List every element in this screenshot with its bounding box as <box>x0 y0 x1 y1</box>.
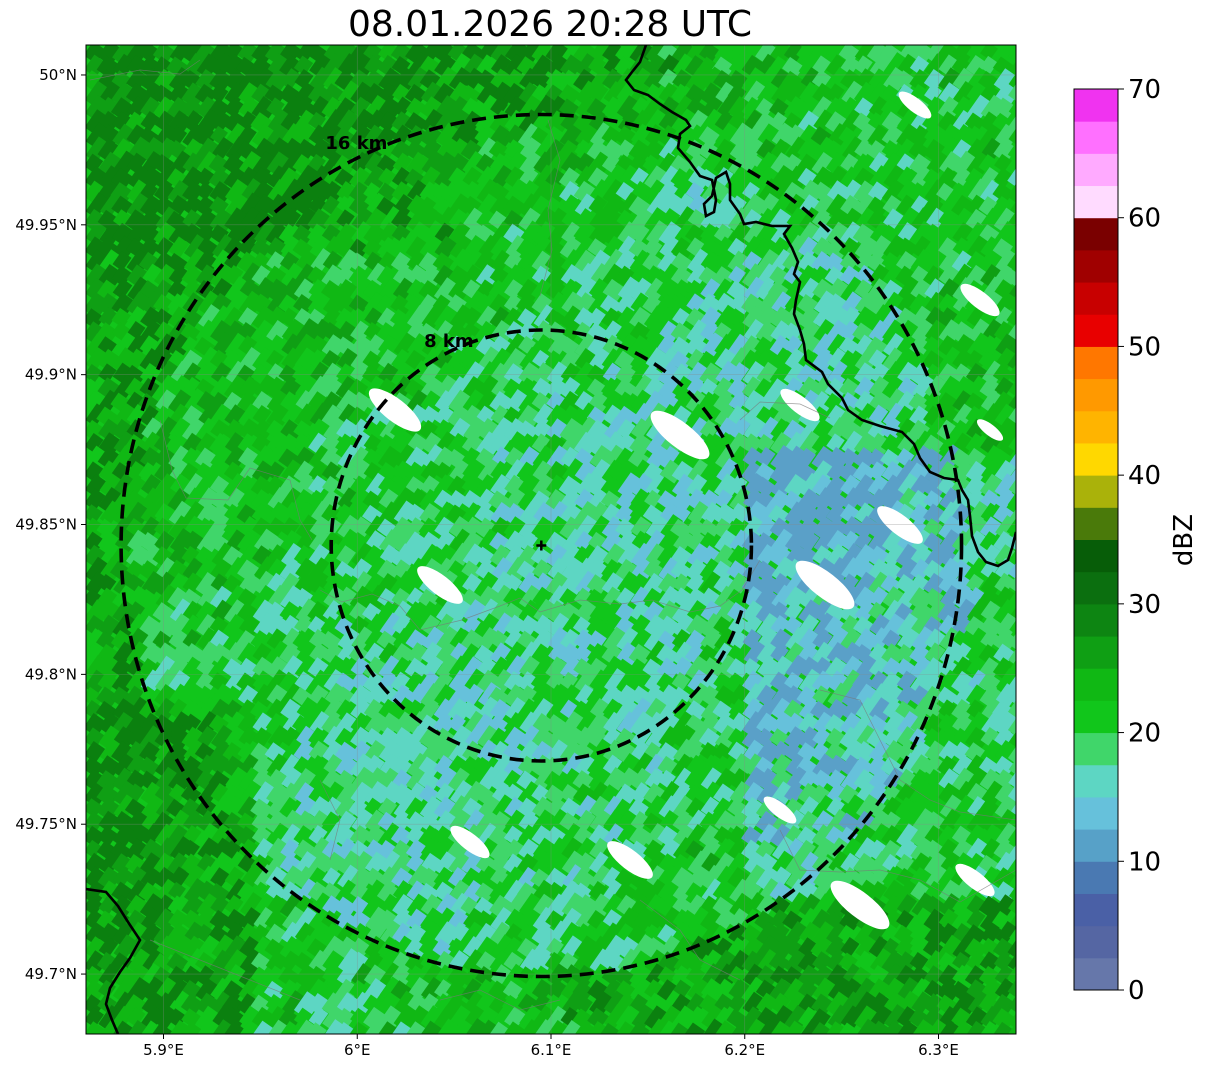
y-tick-label: 49.95°N <box>15 216 77 234</box>
y-tick-label: 49.9°N <box>25 366 77 384</box>
range-ring-label: 16 km <box>325 133 387 154</box>
x-tick-label: 6.3°E <box>918 1041 959 1059</box>
range-ring-label: 8 km <box>424 331 474 352</box>
x-tick-label: 6.2°E <box>724 1041 765 1059</box>
y-tick-label: 49.85°N <box>15 516 77 534</box>
country-border-southwest <box>86 887 142 1034</box>
x-tick-label: 6.1°E <box>531 1041 572 1059</box>
graticule <box>86 45 1016 1034</box>
range-ring-16km <box>119 112 964 979</box>
admin-boundaries <box>89 59 1016 1011</box>
x-tick-label: 5.9°E <box>143 1041 184 1059</box>
range-rings: 8 km 16 km <box>119 112 964 979</box>
y-tick-label: 49.75°N <box>15 815 77 833</box>
radar-site-marker <box>536 540 547 551</box>
x-axis-ticks: 5.9°E 6°E 6.1°E 6.2°E 6.3°E <box>143 1034 959 1059</box>
y-axis-ticks: 50°N 49.95°N 49.9°N 49.85°N 49.8°N 49.75°N 49.… <box>15 66 86 983</box>
x-tick-label: 6°E <box>344 1041 371 1059</box>
range-ring-8km <box>329 328 754 763</box>
reflectivity-field <box>86 45 1016 1034</box>
y-tick-label: 49.8°N <box>25 665 77 683</box>
y-tick-label: 49.7°N <box>25 965 77 983</box>
y-tick-label: 50°N <box>39 66 77 84</box>
map-title: 08.01.2026 20:28 UTC <box>347 4 753 45</box>
